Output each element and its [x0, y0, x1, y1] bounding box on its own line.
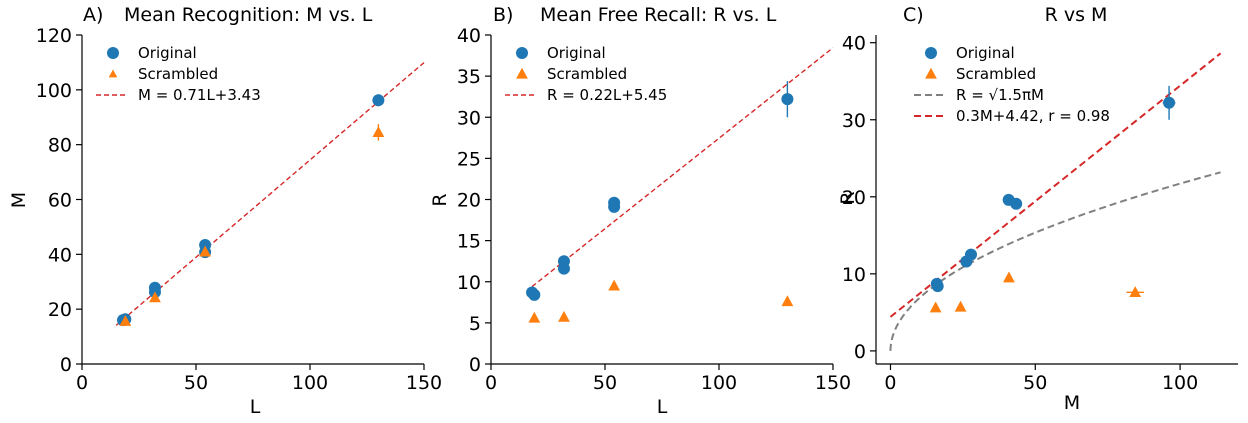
data-point-original: [557, 255, 570, 268]
data-point-scrambled: [372, 126, 385, 137]
y-tick-label: 25: [457, 148, 481, 170]
panel-a-label: A): [83, 4, 103, 26]
legend-label: Original: [138, 44, 197, 62]
x-tick-label: 150: [406, 372, 442, 394]
panel-a: A) Mean Recognition: M vs. L L M 0 50 100 1…: [8, 4, 442, 418]
panel-c-legend: Original Scrambled R = √1.5πM 0.3M+4.42, r …: [914, 44, 1110, 125]
x-tick-label: 0: [884, 372, 896, 394]
data-point-scrambled: [149, 291, 161, 303]
y-tick-label: 60: [48, 190, 72, 212]
x-tick-label: 150: [815, 372, 851, 394]
panel-b-plot-area: 0 50 100 150 0 5 10 15 20 25 30 35 40: [457, 25, 851, 394]
y-tick-label: 20: [842, 187, 866, 209]
legend-marker-original: [516, 47, 528, 59]
x-tick-label: 100: [1162, 372, 1198, 394]
y-tick-label: 80: [48, 135, 72, 157]
panel-c-title: R vs M: [1045, 4, 1108, 26]
panel-a-legend: Original Scrambled M = 0.71L+3.43: [96, 44, 261, 104]
data-point-original: [1010, 197, 1023, 210]
y-tick-label: 100: [36, 80, 72, 102]
y-tick-label: 0: [469, 354, 481, 376]
data-point-scrambled: [1003, 271, 1015, 283]
fit-line: [531, 47, 834, 288]
panel-b-legend: Original Scrambled R = 0.22L+5.45: [505, 44, 667, 104]
y-tick-label: 10: [842, 264, 866, 286]
y-tick-label: 30: [842, 110, 866, 132]
y-tick-label: 0: [60, 354, 72, 376]
legend-label: 0.3M+4.42, r = 0.98: [956, 107, 1110, 125]
data-point-scrambled: [119, 315, 132, 326]
y-tick-label: 40: [48, 244, 72, 266]
data-point-original: [1163, 96, 1176, 109]
legend-label: Scrambled: [956, 65, 1036, 83]
panel-c: C) R vs M M R 0 50 100 0 10 20 30 40 Original Sc…: [837, 4, 1238, 414]
x-tick-label: 50: [184, 372, 208, 394]
data-point-original: [199, 239, 212, 252]
data-point-original: [964, 248, 977, 261]
data-point-original: [528, 288, 541, 301]
panel-c-plot-area: 0 50 100 0 10 20 30 40: [842, 33, 1238, 394]
data-point-scrambled: [558, 310, 570, 322]
panel-b: B) Mean Free Recall: R vs. L L R 0 50 100 1…: [429, 4, 851, 418]
legend-label: Original: [956, 44, 1015, 62]
data-point-original: [931, 280, 944, 293]
legend-marker-scrambled: [925, 67, 937, 79]
y-tick-label: 15: [457, 231, 481, 253]
panel-b-label: B): [493, 4, 513, 26]
legend-label: R = √1.5πM: [956, 86, 1044, 104]
panel-a-ylabel: M: [8, 192, 30, 208]
data-point-scrambled: [954, 300, 967, 312]
x-tick-label: 0: [485, 372, 497, 394]
panel-b-ylabel: R: [429, 193, 451, 206]
y-tick-label: 20: [48, 299, 72, 321]
panel-c-label: C): [903, 4, 924, 26]
x-tick-label: 50: [593, 372, 617, 394]
x-tick-label: 0: [76, 372, 88, 394]
legend-label: R = 0.22L+5.45: [547, 86, 667, 104]
data-point-original: [372, 94, 385, 107]
y-tick-label: 0: [854, 341, 866, 363]
panel-a-plot-area: 0 50 100 150 0 20 40 60 80 100 120: [36, 25, 442, 394]
data-point-original: [608, 196, 621, 209]
fit-line: [115, 62, 425, 326]
panel-a-xlabel: L: [250, 396, 261, 418]
panel-a-title: Mean Recognition: M vs. L: [124, 4, 373, 26]
y-tick-label: 35: [457, 66, 481, 88]
data-point-scrambled: [608, 279, 621, 291]
model-curve: [889, 171, 1221, 351]
panel-b-xlabel: L: [657, 396, 668, 418]
legend-label: Scrambled: [547, 65, 627, 83]
legend-label: M = 0.71L+3.43: [138, 86, 261, 104]
y-tick-label: 120: [36, 25, 72, 47]
legend-marker-scrambled: [516, 67, 528, 79]
data-point-scrambled: [1129, 286, 1142, 297]
y-tick-label: 20: [457, 190, 481, 212]
data-point-scrambled: [199, 245, 212, 257]
legend-marker-original: [107, 47, 119, 59]
y-tick-label: 40: [457, 25, 481, 47]
panel-c-xlabel: M: [1064, 392, 1080, 414]
panel-b-title: Mean Free Recall: R vs. L: [540, 4, 777, 26]
legend-marker-original: [925, 47, 937, 59]
data-point-original: [148, 281, 161, 294]
data-point-original: [781, 93, 794, 106]
y-tick-label: 5: [469, 313, 481, 335]
data-point-scrambled: [929, 301, 942, 313]
y-tick-label: 10: [457, 272, 481, 294]
legend-label: Original: [547, 44, 606, 62]
x-tick-label: 50: [1023, 372, 1047, 394]
data-point-scrambled: [781, 295, 794, 307]
fit-line: [889, 52, 1222, 318]
y-tick-label: 40: [842, 33, 866, 55]
legend-marker-scrambled: [108, 69, 118, 78]
x-tick-label: 100: [701, 372, 737, 394]
panel-c-ylabel: R: [837, 191, 859, 204]
legend-label: Scrambled: [138, 65, 218, 83]
y-tick-label: 30: [457, 107, 481, 129]
x-tick-label: 100: [292, 372, 328, 394]
data-point-scrambled: [528, 311, 541, 323]
